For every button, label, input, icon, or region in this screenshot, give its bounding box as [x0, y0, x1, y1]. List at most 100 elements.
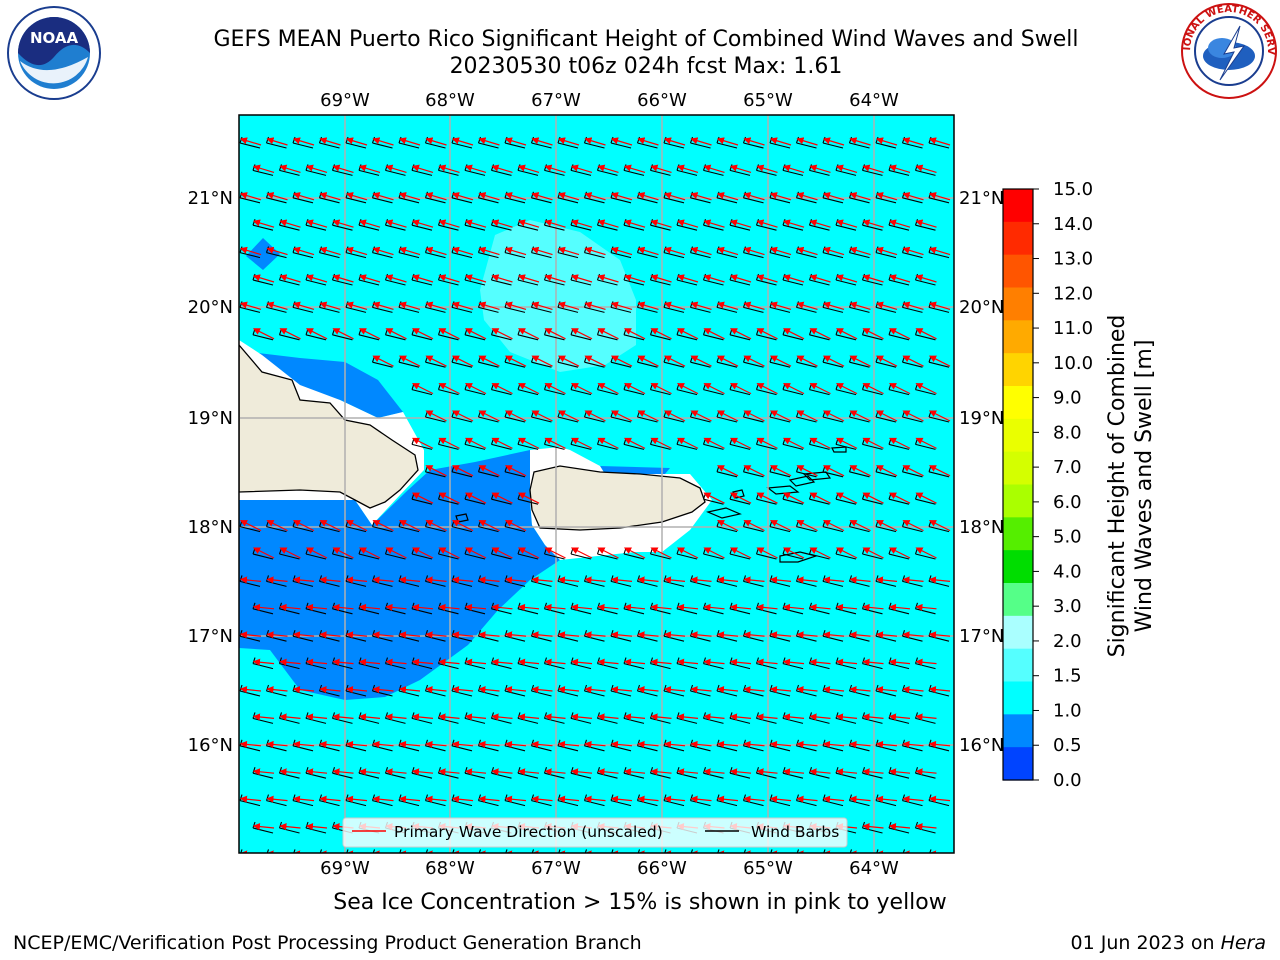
vector-glyph	[822, 520, 845, 533]
vector-glyph	[808, 547, 831, 560]
vector-glyph	[451, 575, 474, 587]
wave-arrow	[915, 437, 937, 449]
vector-glyph	[914, 547, 937, 560]
vector-glyph	[610, 575, 633, 587]
vector-glyph	[636, 355, 659, 368]
vector-glyph	[318, 301, 341, 313]
vector-glyph	[424, 301, 447, 313]
wave-arrow	[637, 301, 659, 310]
wave-arrow	[637, 355, 659, 367]
wave-arrow	[796, 355, 818, 367]
vector-glyph	[358, 328, 381, 341]
wave-arrow	[875, 410, 898, 422]
wave-arrow	[584, 576, 606, 584]
vector-glyph	[888, 547, 911, 560]
vector-glyph	[888, 219, 911, 231]
wind-barb	[716, 361, 738, 368]
wave-arrow	[557, 410, 580, 422]
vector-glyph	[424, 520, 447, 533]
wave-arrow	[557, 246, 580, 256]
wave-arrow	[570, 274, 593, 283]
wind-barb	[822, 361, 844, 368]
lon-label-bottom: 66°W	[637, 858, 687, 879]
wave-arrow	[464, 437, 487, 449]
wave-arrow	[597, 383, 619, 395]
vector-glyph	[716, 301, 739, 313]
wind-barb	[729, 498, 751, 505]
wind-barb	[623, 443, 645, 450]
wave-arrow	[491, 328, 513, 340]
wind-barb	[373, 855, 393, 860]
wave-arrow	[835, 437, 858, 449]
wave-arrow	[835, 328, 858, 340]
colorbar-segment	[1003, 386, 1033, 420]
wave-arrow	[438, 219, 460, 228]
wave-arrow	[597, 164, 619, 173]
wave-arrow	[623, 164, 646, 173]
wave-arrow	[875, 301, 898, 310]
wind-barb	[597, 334, 618, 341]
wave-arrow	[597, 274, 619, 283]
vector-glyph	[663, 191, 686, 204]
vector-glyph	[636, 410, 659, 423]
lat-label-left: 20°N	[188, 297, 233, 318]
wind-barb	[570, 334, 592, 341]
wave-arrow	[769, 520, 792, 532]
wind-barb	[650, 389, 671, 396]
vector-glyph	[914, 437, 937, 450]
wind-barb	[517, 443, 539, 450]
wave-arrow	[915, 328, 937, 340]
wave-arrow	[239, 192, 262, 201]
wave-arrow	[796, 465, 818, 477]
vector-glyph	[901, 520, 924, 533]
wave-arrow	[729, 164, 752, 173]
wave-arrow	[849, 355, 871, 367]
wind-barb	[504, 416, 526, 423]
wind-barb	[584, 361, 605, 368]
wave-arrow	[517, 547, 540, 559]
vector-glyph	[716, 465, 739, 478]
colorbar-tick-label: 12.0	[1053, 283, 1093, 304]
wave-arrow	[623, 383, 646, 395]
wind-barb	[703, 553, 724, 560]
vector-glyph	[914, 273, 937, 286]
vector-glyph	[835, 328, 858, 341]
wind-barb	[862, 553, 883, 560]
lat-label-right: 19°N	[959, 408, 1004, 429]
wind-barb	[756, 443, 777, 450]
wave-arrow	[902, 301, 924, 310]
wave-arrow	[809, 328, 831, 340]
vector-glyph	[557, 575, 580, 587]
wave-arrow	[478, 355, 500, 367]
wave-arrow	[464, 328, 487, 340]
wave-arrow	[517, 437, 540, 449]
vector-glyph	[437, 328, 460, 341]
wave-arrow	[451, 465, 474, 477]
wind-barb	[358, 334, 380, 341]
wave-arrow	[756, 328, 778, 340]
vector-glyph	[901, 136, 924, 149]
wave-arrow	[451, 410, 474, 422]
wave-arrow	[531, 192, 553, 201]
colorbar-tick-label: 0.0	[1053, 770, 1082, 791]
wind-barb	[292, 526, 314, 533]
vector-glyph	[424, 410, 447, 423]
vector-glyph	[437, 164, 460, 176]
wind-barb	[862, 334, 883, 341]
wave-arrow	[703, 492, 725, 504]
wave-arrow	[822, 137, 845, 146]
vector-glyph	[530, 355, 553, 368]
noaa-logo-text: NOAA	[30, 29, 79, 47]
vector-glyph	[702, 164, 725, 176]
wind-barb	[544, 443, 565, 450]
wave-arrow	[239, 576, 262, 584]
wave-arrow	[610, 246, 633, 256]
lon-label-bottom: 68°W	[425, 858, 475, 879]
colorbar-segment	[1003, 353, 1033, 387]
wave-arrow	[796, 192, 818, 201]
wind-barb	[399, 855, 419, 860]
wind-barb	[438, 553, 459, 560]
vector-glyph	[517, 547, 540, 560]
wind-barb	[690, 416, 711, 423]
wave-arrow	[279, 274, 301, 283]
